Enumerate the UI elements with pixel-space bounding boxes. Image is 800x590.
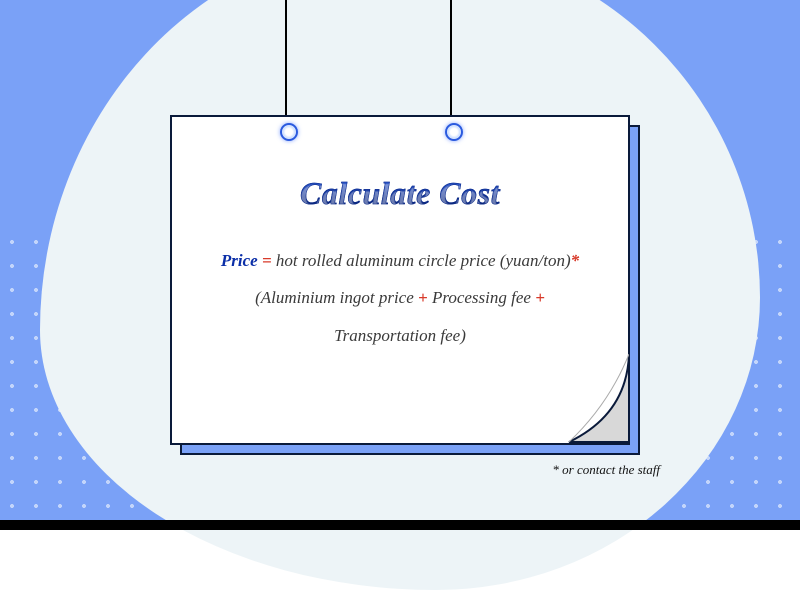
page-curl bbox=[539, 354, 629, 444]
binder-ring-right bbox=[445, 123, 463, 141]
binder-ring-left bbox=[280, 123, 298, 141]
card-front: Calculate Cost Price = hot rolled alumin… bbox=[170, 115, 630, 445]
paren-close: ) bbox=[460, 326, 466, 345]
price-keyword: Price bbox=[221, 251, 258, 270]
price-formula: Price = hot rolled aluminum circle price… bbox=[202, 242, 598, 354]
bottom-border bbox=[0, 520, 800, 530]
term-transport: Transportation fee bbox=[334, 326, 460, 345]
hanging-string-right bbox=[450, 0, 452, 128]
plus-op-1: + bbox=[414, 288, 432, 307]
equals-op: = bbox=[258, 251, 276, 270]
multiply-op: * bbox=[571, 251, 580, 270]
plus-op-2: + bbox=[531, 288, 545, 307]
note-card: Calculate Cost Price = hot rolled alumin… bbox=[170, 115, 630, 445]
term-processing: Processing fee bbox=[432, 288, 531, 307]
term-ingot: Aluminium ingot price bbox=[261, 288, 414, 307]
hanging-string-left bbox=[285, 0, 287, 128]
card-title: Calculate Cost bbox=[202, 175, 598, 212]
footnote: * or contact the staff bbox=[552, 462, 660, 478]
formula-part1: hot rolled aluminum circle price (yuan/t… bbox=[276, 251, 571, 270]
